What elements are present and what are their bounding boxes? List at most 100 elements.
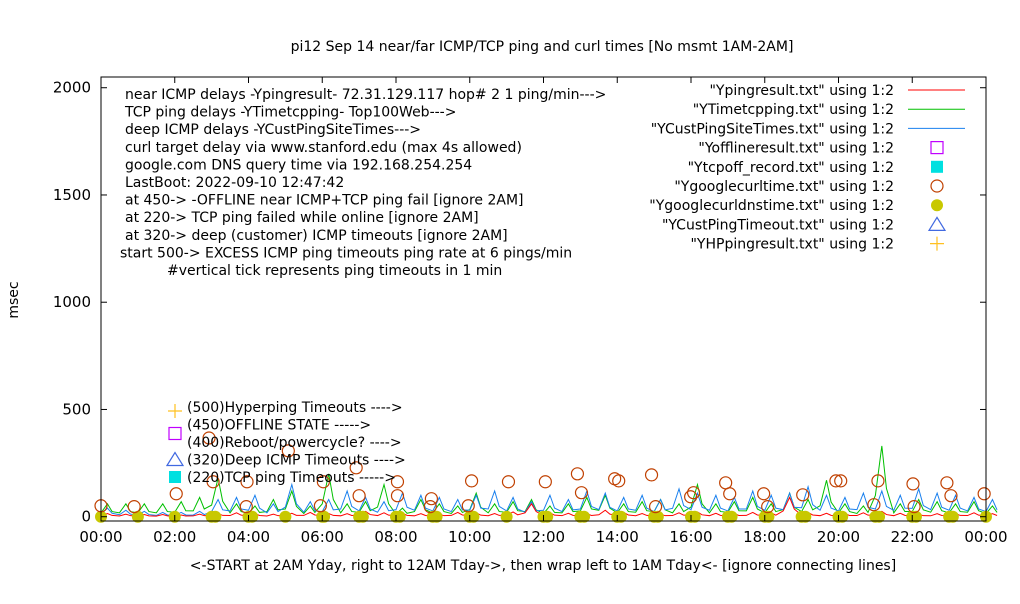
curl-point — [281, 444, 295, 458]
y-axis-label: msec — [6, 281, 22, 318]
curl-point — [829, 474, 843, 488]
legend-label: "Ygooglecurltime.txt" using 1:2 — [674, 179, 894, 195]
legend-label: "YCustPingSiteTimes.txt" using 1:2 — [651, 121, 894, 137]
key-label: (500)Hyperping Timeouts ----> — [187, 400, 403, 416]
curl-point — [206, 475, 220, 489]
legend-label: "YTimetcpping.txt" using 1:2 — [693, 102, 894, 118]
curl-point — [461, 499, 475, 513]
dns-point — [725, 510, 738, 523]
curl-point — [349, 461, 363, 475]
key-symbol — [165, 451, 185, 467]
annotation-text: at 450-> -OFFLINE near ICMP+TCP ping fai… — [125, 193, 524, 209]
curl-point — [240, 475, 254, 489]
dns-point — [799, 510, 812, 523]
curl-point — [977, 487, 991, 501]
legend-label: "Ygooglecurldnstime.txt" using 1:2 — [649, 198, 894, 214]
legend-symbol-sample — [931, 199, 943, 212]
legend-label: "YCustPingTimeout.txt" using 1:2 — [662, 217, 894, 233]
curl-point — [796, 488, 810, 502]
y-tick-label: 1000 — [53, 293, 91, 311]
curl-point — [871, 474, 885, 488]
curl-point — [612, 474, 626, 488]
x-tick-label: 00:00 — [964, 528, 1007, 546]
curl-point — [313, 499, 328, 513]
x-tick-label: 22:00 — [891, 528, 934, 546]
dns-point — [131, 510, 144, 523]
annotation-text: #vertical tick represents ping timeouts … — [167, 263, 502, 279]
plot-area: 00:00 02:00 04:00 06:00 08:00 10:00 12:00 14:00… — [53, 76, 1008, 546]
dns-point — [909, 510, 922, 523]
curl-point — [316, 475, 330, 489]
key-symbol — [169, 471, 181, 483]
dns-point — [209, 510, 222, 523]
curl-point — [239, 500, 253, 514]
curl-point — [684, 490, 698, 504]
dns-point — [873, 510, 886, 523]
curl-point — [761, 500, 775, 514]
legend-symbol-sample — [930, 236, 944, 251]
dns-point — [356, 510, 369, 523]
x-axis-label: <-START at 2AM Yday, right to 12AM Tday-… — [190, 558, 896, 574]
curl-point — [574, 486, 589, 500]
dns-point — [430, 510, 443, 523]
curl-point — [501, 475, 516, 489]
legend-symbol-sample — [930, 179, 944, 193]
y-tick-label: 0 — [81, 508, 91, 526]
legend-symbol-sample — [931, 160, 943, 173]
dns-point — [614, 510, 627, 523]
x-tick-label: 18:00 — [743, 528, 786, 546]
curl-point — [352, 489, 366, 503]
annotation-text: TCP ping delays -YTimetcpping- Top100Web… — [124, 105, 456, 121]
annotation-text: curl target delay via www.stanford.edu (… — [125, 140, 522, 156]
curl-point — [867, 498, 881, 512]
x-tick-label: 20:00 — [817, 528, 860, 546]
dns-point — [578, 510, 591, 523]
x-tick-label: 14:00 — [596, 528, 639, 546]
chart-title: pi12 Sep 14 near/far ICMP/TCP ping and c… — [291, 39, 794, 55]
annotation-text: google.com DNS query time via 192.168.25… — [125, 157, 472, 173]
curl-point — [464, 474, 479, 488]
curl-point — [944, 489, 958, 503]
curl-point — [940, 476, 954, 490]
curl-point — [907, 500, 921, 514]
annotation-text: LastBoot: 2022-09-10 12:47:42 — [125, 175, 344, 191]
x-tick-label: 06:00 — [301, 528, 344, 546]
legend-symbol-sample — [927, 216, 947, 231]
legend-symbol-sample — [930, 141, 944, 155]
dns-point — [651, 510, 664, 523]
curl-point — [719, 476, 733, 490]
key-symbol — [168, 404, 182, 418]
key-label: (450)OFFLINE STATE -----> — [187, 418, 371, 434]
x-tick-label: 00:00 — [79, 528, 122, 546]
y-tick-label: 1500 — [53, 186, 91, 204]
annotation-text: at 320-> deep (customer) ICMP timeouts [… — [125, 228, 508, 244]
key-symbol — [168, 426, 182, 441]
curl-point — [834, 474, 848, 488]
curl-point — [169, 487, 183, 501]
key-label: (320)Deep ICMP Timeouts ----> — [187, 453, 406, 469]
x-tick-label: 12:00 — [522, 528, 565, 546]
key-label: (220)TCP ping Timeouts -----> — [187, 470, 396, 486]
series-line-cust — [100, 482, 998, 516]
dns-point — [946, 510, 959, 523]
dns-point — [500, 510, 513, 523]
legend-label: "Ypingresult.txt" using 1:2 — [709, 83, 894, 99]
x-tick-label: 16:00 — [669, 528, 712, 546]
annotation-text: at 220-> TCP ping failed while online [i… — [125, 210, 479, 226]
dns-point — [541, 510, 554, 523]
curl-point — [538, 475, 552, 489]
curl-point — [757, 487, 771, 501]
curl-point — [390, 489, 405, 503]
x-tick-label: 10:00 — [448, 528, 491, 546]
dns-point — [246, 510, 259, 523]
dns-point — [393, 510, 406, 523]
curl-point — [424, 492, 438, 506]
x-tick-label: 04:00 — [227, 528, 270, 546]
curl-point — [423, 500, 437, 514]
curl-point — [723, 487, 737, 501]
curl-point — [906, 477, 920, 491]
dns-point — [318, 510, 331, 523]
curl-point — [648, 500, 663, 514]
dns-point — [762, 510, 775, 523]
